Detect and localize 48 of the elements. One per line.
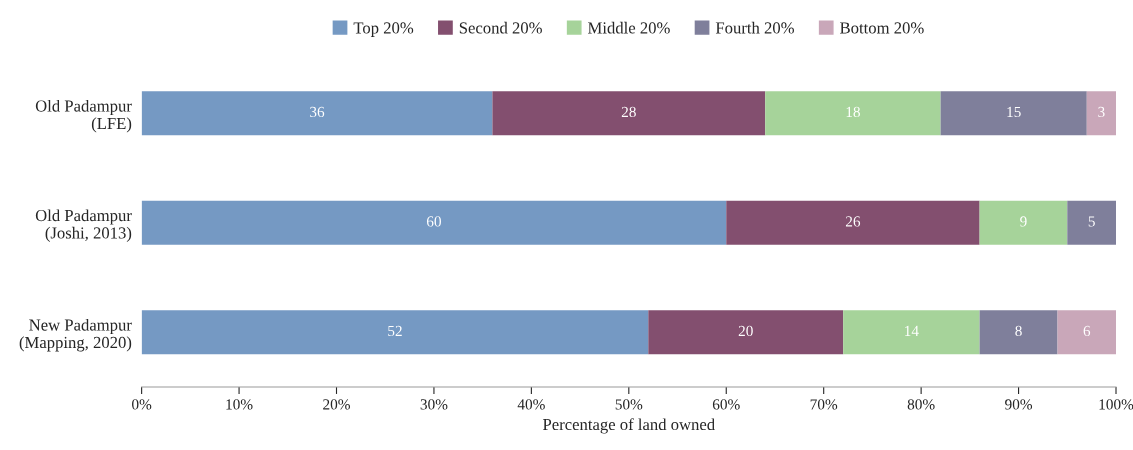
data-label: 60 — [426, 216, 441, 227]
bar — [765, 91, 941, 136]
bar — [979, 310, 1058, 355]
data-label: 15 — [1007, 106, 1021, 118]
data-label: 8 — [1015, 325, 1022, 337]
bar — [141, 91, 493, 136]
bar — [648, 310, 844, 355]
y-tick-label: New Padampur (Mapping, 2020) — [19, 318, 132, 352]
x-tick-label: 0% — [132, 399, 152, 410]
x-tick-label: 90% — [1005, 399, 1033, 410]
x-tick-label: 60% — [712, 399, 740, 410]
x-tick-label: 80% — [907, 399, 935, 410]
data-label: 3 — [1098, 106, 1105, 118]
y-tick-label: Old Padampur (Joshi, 2013) — [35, 209, 132, 242]
data-label: 20 — [738, 325, 753, 337]
x-tick-label: 30% — [420, 399, 448, 410]
x-tick-label: 10% — [226, 399, 253, 410]
bar — [141, 200, 727, 245]
bar — [1057, 310, 1116, 355]
legend-label: Fourth 20% — [715, 21, 794, 34]
bar — [979, 200, 1068, 245]
y-tick-label: Old Padampur (LFE) — [35, 99, 132, 133]
data-label: 9 — [1020, 216, 1027, 227]
data-label: 6 — [1083, 325, 1091, 337]
bar — [726, 200, 980, 245]
x-tick-label: 70% — [810, 399, 838, 410]
bar — [1067, 200, 1116, 245]
data-label: 36 — [310, 106, 325, 118]
data-label: 26 — [845, 216, 861, 227]
bar — [1086, 91, 1116, 136]
legend-label: Bottom 20% — [840, 22, 924, 34]
data-label: 14 — [905, 325, 919, 336]
x-tick-label: 100% — [1099, 399, 1133, 410]
data-label: 52 — [388, 325, 402, 337]
bar — [940, 91, 1087, 136]
data-label: 28 — [621, 106, 636, 118]
bar — [843, 310, 980, 355]
legend-label: Top 20% — [353, 22, 414, 37]
x-tick-label: 20% — [323, 399, 350, 410]
x-tick-label: 40% — [517, 399, 545, 410]
legend-label: Middle 20% — [588, 21, 670, 34]
bar — [141, 310, 649, 355]
x-axis-title: Percentage of land owned — [542, 418, 715, 434]
data-label: 5 — [1088, 216, 1095, 227]
legend-label: Second 20% — [459, 21, 542, 34]
data-label: 18 — [846, 106, 860, 118]
x-tick-label: 50% — [615, 399, 643, 410]
bar — [492, 91, 766, 136]
